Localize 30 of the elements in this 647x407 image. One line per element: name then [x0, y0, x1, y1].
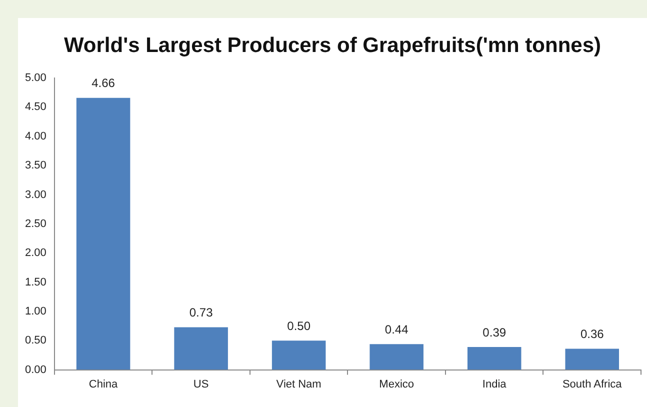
y-tick-label: 1.50: [24, 276, 46, 288]
x-tick-label: India: [482, 378, 508, 390]
y-tick-label: 2.00: [24, 247, 46, 260]
x-tick-label: Viet Nam: [276, 378, 322, 390]
data-label: 0.36: [580, 327, 604, 342]
x-tick-label: US: [193, 378, 209, 390]
bar: [174, 327, 228, 370]
data-label: 0.73: [189, 306, 214, 320]
y-tick-label: 3.00: [24, 188, 46, 201]
chart-title: World's Largest Producers of Grapefruits('mn tonnes): [62, 34, 602, 58]
y-tick-label: 2.50: [24, 218, 46, 230]
x-tick-label: South Africa: [562, 378, 623, 390]
x-tick-label: Mexico: [379, 378, 414, 390]
bar: [272, 340, 326, 370]
x-tick-label: China: [88, 378, 119, 390]
y-tick-label: 4.00: [24, 130, 46, 142]
y-tick-label: 3.50: [24, 160, 46, 172]
bar: [76, 98, 130, 370]
y-tick-label: 0.00: [24, 364, 46, 376]
y-tick-label: 0.50: [24, 334, 46, 347]
y-tick-label: 1.00: [24, 305, 46, 318]
y-tick-label: 4.50: [24, 101, 46, 114]
bar: [370, 344, 424, 370]
data-label: 0.50: [287, 318, 311, 333]
bar: [565, 348, 620, 370]
y-tick-label: 5.00: [24, 72, 46, 84]
bar: [467, 347, 522, 370]
data-label: 0.39: [482, 325, 506, 340]
data-label: 4.66: [92, 76, 116, 90]
data-label: 0.44: [384, 322, 409, 336]
